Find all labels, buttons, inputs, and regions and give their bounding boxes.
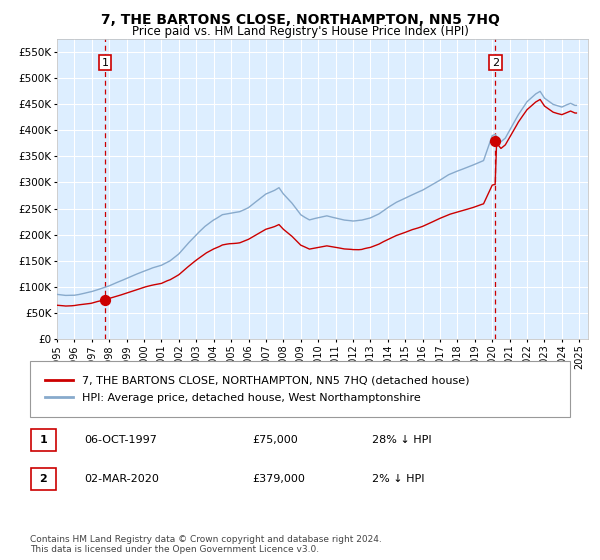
Text: £379,000: £379,000 <box>252 474 305 484</box>
Text: 2% ↓ HPI: 2% ↓ HPI <box>372 474 425 484</box>
Text: Contains HM Land Registry data © Crown copyright and database right 2024.
This d: Contains HM Land Registry data © Crown c… <box>30 535 382 554</box>
Text: 28% ↓ HPI: 28% ↓ HPI <box>372 435 431 445</box>
Text: 7, THE BARTONS CLOSE, NORTHAMPTON, NN5 7HQ: 7, THE BARTONS CLOSE, NORTHAMPTON, NN5 7… <box>101 13 499 27</box>
Text: 1: 1 <box>101 58 109 68</box>
Text: 2: 2 <box>40 474 47 484</box>
Legend: 7, THE BARTONS CLOSE, NORTHAMPTON, NN5 7HQ (detached house), HPI: Average price,: 7, THE BARTONS CLOSE, NORTHAMPTON, NN5 7… <box>41 371 474 407</box>
Point <box>490 137 500 146</box>
Text: £75,000: £75,000 <box>252 435 298 445</box>
Point <box>100 295 110 304</box>
Text: 06-OCT-1997: 06-OCT-1997 <box>84 435 157 445</box>
Text: 02-MAR-2020: 02-MAR-2020 <box>84 474 159 484</box>
Text: 2: 2 <box>491 58 499 68</box>
Text: Price paid vs. HM Land Registry's House Price Index (HPI): Price paid vs. HM Land Registry's House … <box>131 25 469 38</box>
Text: 1: 1 <box>40 435 47 445</box>
